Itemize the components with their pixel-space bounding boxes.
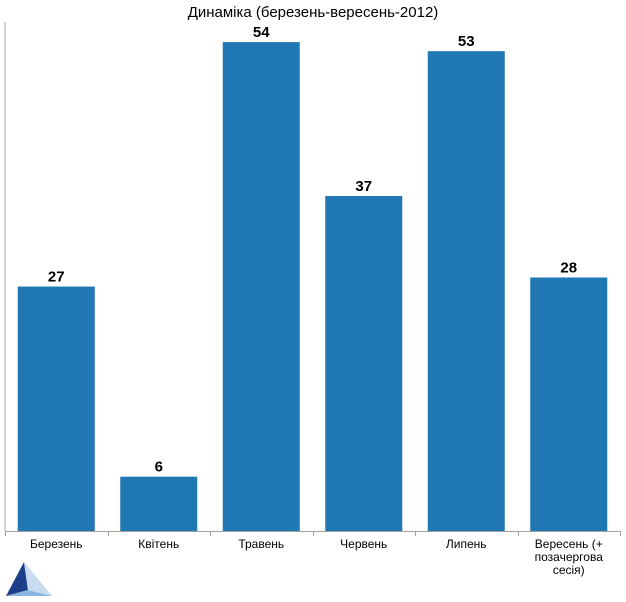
category-label-1: Березень <box>29 537 83 551</box>
bar-3 <box>222 42 300 531</box>
data-label-4: 37 <box>355 178 372 195</box>
category-label-6: Вересень (+ позачергова сесія) <box>534 537 603 577</box>
data-label-3: 54 <box>253 24 270 41</box>
data-label-1: 27 <box>48 269 65 286</box>
bar-6 <box>530 277 608 531</box>
bar-1 <box>17 286 95 531</box>
triangle-logo-icon <box>6 562 52 596</box>
category-label-2: Квітень <box>138 537 180 551</box>
category-label-3: Травень <box>238 537 285 551</box>
bar-4 <box>325 196 403 531</box>
data-label-5: 53 <box>458 33 475 50</box>
bar-2 <box>120 476 198 531</box>
bar-5 <box>427 51 505 532</box>
category-label-5: Липень <box>445 537 487 551</box>
category-label-4: Червень <box>340 537 388 551</box>
data-label-6: 28 <box>560 260 577 277</box>
chart-title: Динаміка (березень-вересень-2012) <box>187 4 439 21</box>
data-label-2: 6 <box>155 459 163 476</box>
